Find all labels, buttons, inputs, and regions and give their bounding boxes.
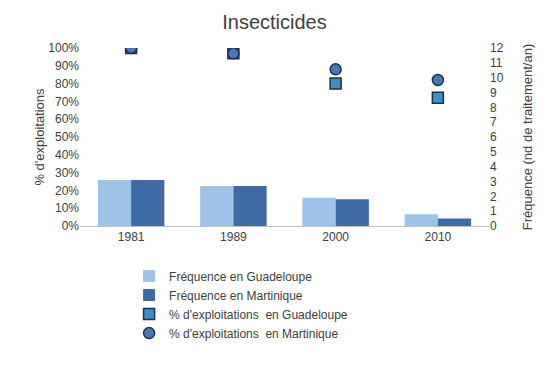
svg-text:Insecticides: Insecticides	[222, 11, 327, 33]
svg-text:5: 5	[490, 145, 497, 159]
svg-text:% d'exploitations en Martiniq: % d'exploitations en Martinique	[169, 327, 338, 341]
svg-text:7: 7	[490, 115, 497, 129]
svg-text:2: 2	[490, 190, 497, 204]
svg-text:0: 0	[490, 219, 497, 233]
svg-text:30%: 30%	[55, 166, 79, 180]
svg-text:Fréquence en Guadeloupe: Fréquence en Guadeloupe	[169, 270, 312, 284]
svg-text:2000: 2000	[322, 230, 349, 244]
svg-text:50%: 50%	[55, 130, 79, 144]
svg-text:Fréquence (nd de traitement/an: Fréquence (nd de traitement/an)	[520, 44, 535, 230]
svg-text:% d'exploitations en Guadelou: % d'exploitations en Guadeloupe	[169, 308, 348, 322]
svg-text:4: 4	[490, 160, 497, 174]
svg-text:20%: 20%	[55, 184, 79, 198]
svg-text:1989: 1989	[220, 230, 247, 244]
svg-text:70%: 70%	[55, 95, 79, 109]
svg-text:6: 6	[490, 130, 497, 144]
svg-text:1981: 1981	[118, 230, 145, 244]
svg-text:8: 8	[490, 101, 497, 115]
svg-text:% d'exploitations: % d'exploitations	[32, 88, 47, 186]
svg-text:40%: 40%	[55, 148, 79, 162]
svg-text:60%: 60%	[55, 112, 79, 126]
svg-text:12: 12	[490, 41, 504, 55]
svg-text:0%: 0%	[62, 219, 80, 233]
svg-text:80%: 80%	[55, 77, 79, 91]
svg-text:11: 11	[490, 56, 503, 70]
svg-text:Fréquence en Martinique: Fréquence en Martinique	[169, 289, 303, 303]
svg-text:1: 1	[490, 204, 497, 218]
svg-text:100%: 100%	[48, 41, 79, 55]
svg-text:3: 3	[490, 175, 497, 189]
svg-text:2010: 2010	[425, 230, 452, 244]
svg-text:90%: 90%	[55, 59, 79, 73]
svg-text:10: 10	[490, 71, 504, 85]
svg-text:9: 9	[490, 86, 497, 100]
svg-text:10%: 10%	[55, 201, 79, 215]
